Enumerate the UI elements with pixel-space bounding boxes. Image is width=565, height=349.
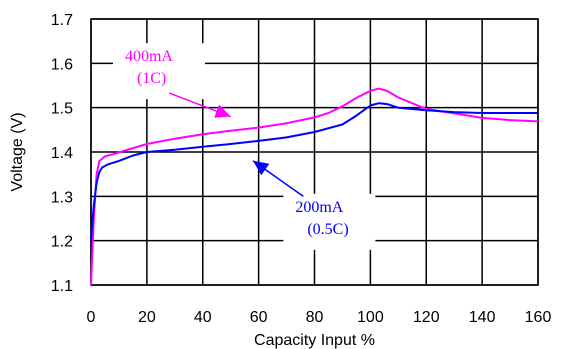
- y-tick-label: 1.2: [51, 234, 73, 251]
- x-tick-label: 140: [469, 309, 496, 326]
- annotation-text-200-1: (0.5C): [307, 221, 348, 238]
- series-layer: [90, 87, 539, 286]
- annotation-text-400-1: (1C): [137, 70, 166, 87]
- series-line-200ma: [90, 102, 538, 241]
- x-tick-label: 120: [413, 309, 440, 326]
- annotation-arrowhead-200: [253, 160, 270, 176]
- x-tick-label: 60: [250, 309, 268, 326]
- annotation-arrowhead-400: [214, 104, 231, 118]
- annotation-text-200-0: 200mA: [295, 199, 343, 216]
- x-tick-label: 20: [138, 309, 156, 326]
- annotation-boxes: 400mA (1C) 200mA (0.5C): [112, 43, 376, 250]
- y-tick-label: 1.1: [51, 278, 73, 295]
- plot-frame: [90, 18, 539, 286]
- y-tick-labels: 1.1 1.2 1.3 1.4 1.5 1.6 1.7: [51, 12, 73, 295]
- y-tick-label: 1.6: [51, 56, 73, 73]
- annotation-text-400-0: 400mA: [125, 48, 173, 65]
- annotation-box-200: [283, 193, 376, 250]
- annotation-box-400: [112, 43, 205, 100]
- annotation-arrows: [168, 92, 304, 197]
- y-tick-label: 1.4: [51, 145, 73, 162]
- y-axis-label: Voltage (V): [9, 112, 26, 191]
- y-tick-label: 1.5: [51, 101, 73, 118]
- y-tick-label: 1.7: [51, 12, 73, 29]
- x-tick-labels: 0 20 40 60 80 100 120 140 160: [87, 309, 552, 326]
- x-axis-label: Capacity Input %: [254, 332, 375, 349]
- x-tick-label: 40: [194, 309, 212, 326]
- x-tick-label: 100: [357, 309, 384, 326]
- y-tick-label: 1.3: [51, 189, 73, 206]
- x-tick-label: 80: [306, 309, 324, 326]
- x-tick-label: 160: [525, 309, 552, 326]
- series-line-400ma: [90, 87, 539, 286]
- x-tick-label: 0: [87, 309, 96, 326]
